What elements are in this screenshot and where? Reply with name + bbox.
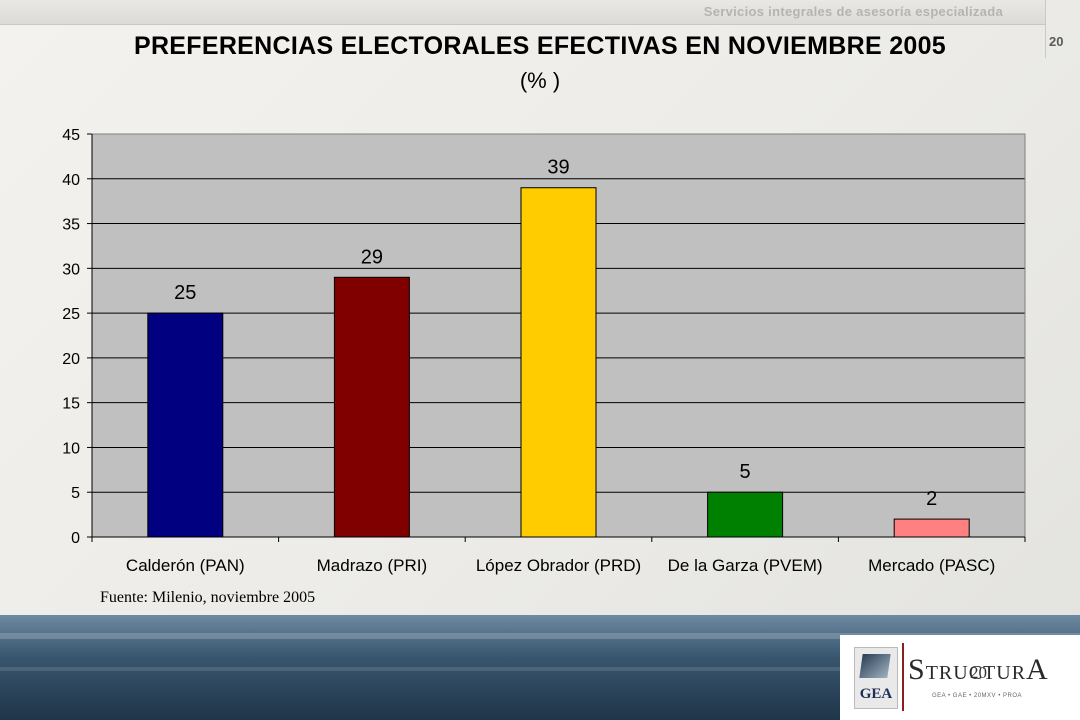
y-tick-label: 25 bbox=[62, 306, 80, 323]
logo-separator bbox=[902, 643, 904, 711]
data-label: 25 bbox=[174, 282, 196, 304]
bar bbox=[147, 312, 224, 538]
header-bar: Servicios integrales de asesoría especia… bbox=[0, 0, 1045, 25]
header-divider bbox=[1045, 0, 1046, 58]
structura-logo-first: S bbox=[908, 653, 926, 686]
structura-logo-middle: TRUCTUR bbox=[925, 662, 1027, 684]
y-tick-label: 10 bbox=[62, 440, 80, 457]
footer-band: GEA STRUCTURA GEA • GAE • 20MXV • PROA bbox=[0, 615, 1080, 720]
y-tick-label: 20 bbox=[62, 351, 80, 368]
x-tick-label: Madrazo (PRI) bbox=[317, 556, 428, 575]
y-tick-label: 35 bbox=[62, 217, 80, 234]
gea-logo-icon bbox=[859, 654, 891, 678]
y-tick-label: 45 bbox=[62, 127, 80, 144]
structura-logo-subtitle: GEA • GAE • 20MXV • PROA bbox=[932, 693, 1022, 699]
header-text: Servicios integrales de asesoría especia… bbox=[703, 4, 1003, 19]
footer-streak bbox=[0, 667, 1080, 671]
y-tick-label: 5 bbox=[71, 485, 80, 502]
y-tick-label: 40 bbox=[62, 172, 80, 189]
footer-streak bbox=[0, 633, 1080, 639]
data-label: 2 bbox=[926, 488, 937, 510]
bar bbox=[893, 518, 970, 538]
x-tick-label: Mercado (PASC) bbox=[868, 556, 995, 575]
x-tick-label: López Obrador (PRD) bbox=[476, 556, 641, 575]
footer-page-number: 20 bbox=[970, 663, 987, 682]
bar bbox=[520, 187, 597, 538]
data-label: 5 bbox=[740, 461, 751, 483]
chart-title: PREFERENCIAS ELECTORALES EFECTIVAS EN NO… bbox=[133, 32, 947, 60]
structura-logo-last: A bbox=[1026, 653, 1049, 686]
bar bbox=[707, 491, 784, 538]
logo-panel: GEA STRUCTURA GEA • GAE • 20MXV • PROA bbox=[840, 635, 1080, 720]
x-tick-label: Calderón (PAN) bbox=[126, 556, 245, 575]
y-tick-label: 15 bbox=[62, 396, 80, 413]
page-number: 20 bbox=[1049, 34, 1064, 49]
bar bbox=[333, 276, 410, 538]
gea-logo-label: GEA bbox=[859, 686, 893, 702]
gea-logo: GEA bbox=[854, 647, 898, 709]
data-label: 39 bbox=[547, 157, 569, 179]
x-tick-label: De la Garza (PVEM) bbox=[668, 556, 823, 575]
y-tick-label: 30 bbox=[62, 261, 80, 278]
structura-logo: STRUCTURA bbox=[908, 653, 1049, 687]
chart-subtitle: (% ) bbox=[519, 68, 561, 93]
data-label: 29 bbox=[361, 246, 383, 268]
y-tick-label: 0 bbox=[71, 530, 80, 547]
source-note: Fuente: Milenio, noviembre 2005 bbox=[100, 589, 316, 606]
